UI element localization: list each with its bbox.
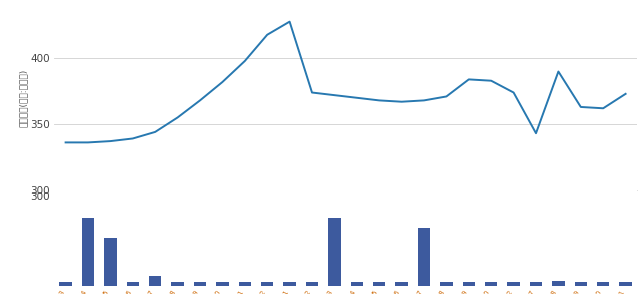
Bar (597, 282, 609, 286)
Bar (552, 281, 564, 286)
Bar (575, 282, 587, 286)
Bar (463, 282, 475, 286)
Bar (82, 218, 94, 286)
Text: 300: 300 (30, 192, 50, 202)
Bar (104, 238, 116, 286)
Bar (485, 282, 497, 286)
Bar (396, 282, 408, 286)
Bar (194, 282, 206, 286)
Bar (620, 282, 632, 286)
Bar (418, 228, 430, 286)
Bar (306, 282, 318, 286)
Bar (261, 282, 273, 286)
Bar (239, 282, 251, 286)
Bar (284, 282, 296, 286)
Bar (373, 282, 385, 286)
Bar (172, 282, 184, 286)
Bar (328, 218, 340, 286)
Y-axis label: 거래금액(단위:백만원): 거래금액(단위:백만원) (19, 69, 28, 127)
Bar (216, 282, 228, 286)
Bar (127, 282, 139, 286)
Bar (508, 282, 520, 286)
Bar (530, 282, 542, 286)
Bar (60, 282, 72, 286)
Bar (440, 282, 452, 286)
Bar (351, 282, 363, 286)
Bar (149, 276, 161, 286)
